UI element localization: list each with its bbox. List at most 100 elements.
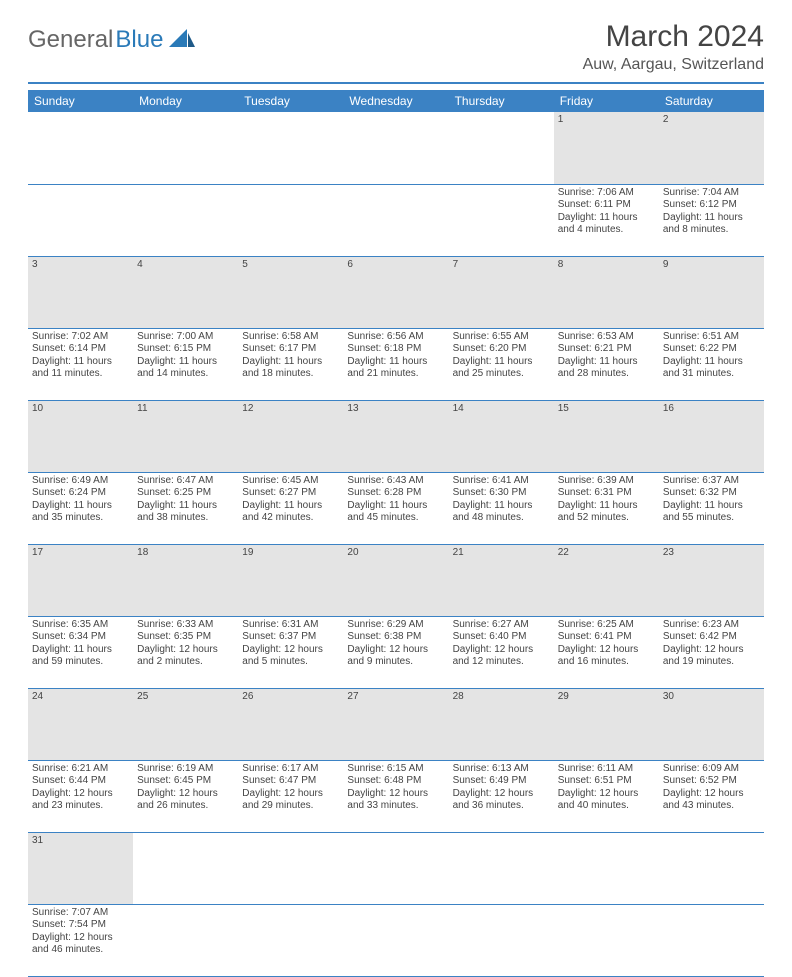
weekday-header: Thursday xyxy=(449,90,554,112)
sunrise-text: Sunrise: 6:27 AM xyxy=(453,619,550,632)
sunset-text: Sunset: 6:41 PM xyxy=(558,631,655,644)
day-number-cell: 23 xyxy=(659,544,764,616)
day-content-cell: Sunrise: 6:37 AMSunset: 6:32 PMDaylight:… xyxy=(659,472,764,544)
day-content-cell: Sunrise: 6:56 AMSunset: 6:18 PMDaylight:… xyxy=(343,328,448,400)
sunrise-text: Sunrise: 6:56 AM xyxy=(347,331,444,344)
day-content-cell: Sunrise: 6:43 AMSunset: 6:28 PMDaylight:… xyxy=(343,472,448,544)
month-title: March 2024 xyxy=(583,20,764,54)
sunset-text: Sunset: 6:51 PM xyxy=(558,775,655,788)
daylight-text: and 42 minutes. xyxy=(242,512,339,525)
day-number-row: 17181920212223 xyxy=(28,544,764,616)
daylight-text: and 28 minutes. xyxy=(558,368,655,381)
day-content-row: Sunrise: 7:07 AMSunset: 7:54 PMDaylight:… xyxy=(28,904,764,976)
daylight-text: Daylight: 12 hours xyxy=(558,788,655,801)
location-text: Auw, Aargau, Switzerland xyxy=(583,56,764,74)
day-number-cell: 7 xyxy=(449,256,554,328)
sunset-text: Sunset: 6:14 PM xyxy=(32,343,129,356)
sunset-text: Sunset: 6:15 PM xyxy=(137,343,234,356)
day-number-cell xyxy=(659,832,764,904)
day-number-cell xyxy=(449,112,554,184)
day-content-row: Sunrise: 6:49 AMSunset: 6:24 PMDaylight:… xyxy=(28,472,764,544)
day-content-cell: Sunrise: 6:15 AMSunset: 6:48 PMDaylight:… xyxy=(343,760,448,832)
sunrise-text: Sunrise: 6:55 AM xyxy=(453,331,550,344)
day-content-cell xyxy=(133,184,238,256)
daylight-text: Daylight: 12 hours xyxy=(32,932,129,945)
sunrise-text: Sunrise: 6:53 AM xyxy=(558,331,655,344)
daylight-text: and 48 minutes. xyxy=(453,512,550,525)
sunrise-text: Sunrise: 6:13 AM xyxy=(453,763,550,776)
day-number-cell xyxy=(238,832,343,904)
weekday-header: Tuesday xyxy=(238,90,343,112)
day-content-cell: Sunrise: 6:35 AMSunset: 6:34 PMDaylight:… xyxy=(28,616,133,688)
day-number-row: 24252627282930 xyxy=(28,688,764,760)
day-number-cell: 9 xyxy=(659,256,764,328)
day-number-row: 10111213141516 xyxy=(28,400,764,472)
day-content-cell: Sunrise: 6:11 AMSunset: 6:51 PMDaylight:… xyxy=(554,760,659,832)
daylight-text: Daylight: 12 hours xyxy=(453,644,550,657)
daylight-text: and 55 minutes. xyxy=(663,512,760,525)
sunrise-text: Sunrise: 6:09 AM xyxy=(663,763,760,776)
sunset-text: Sunset: 6:24 PM xyxy=(32,487,129,500)
day-number-cell: 26 xyxy=(238,688,343,760)
day-number-cell: 8 xyxy=(554,256,659,328)
daylight-text: and 46 minutes. xyxy=(32,944,129,957)
day-content-cell: Sunrise: 7:06 AMSunset: 6:11 PMDaylight:… xyxy=(554,184,659,256)
day-number-cell: 19 xyxy=(238,544,343,616)
day-number-cell: 2 xyxy=(659,112,764,184)
day-content-row: Sunrise: 7:02 AMSunset: 6:14 PMDaylight:… xyxy=(28,328,764,400)
daylight-text: Daylight: 11 hours xyxy=(663,500,760,513)
header: GeneralBlue March 2024 Auw, Aargau, Swit… xyxy=(28,20,764,74)
sunset-text: Sunset: 6:40 PM xyxy=(453,631,550,644)
day-number-cell: 3 xyxy=(28,256,133,328)
day-number-cell: 11 xyxy=(133,400,238,472)
day-number-cell xyxy=(449,832,554,904)
daylight-text: and 45 minutes. xyxy=(347,512,444,525)
daylight-text: Daylight: 12 hours xyxy=(137,644,234,657)
day-number-cell xyxy=(238,112,343,184)
day-number-cell xyxy=(343,832,448,904)
day-number-cell: 27 xyxy=(343,688,448,760)
sunset-text: Sunset: 6:27 PM xyxy=(242,487,339,500)
logo-text-2: Blue xyxy=(115,26,163,54)
day-content-cell: Sunrise: 6:33 AMSunset: 6:35 PMDaylight:… xyxy=(133,616,238,688)
day-content-cell: Sunrise: 6:41 AMSunset: 6:30 PMDaylight:… xyxy=(449,472,554,544)
sunrise-text: Sunrise: 7:00 AM xyxy=(137,331,234,344)
day-content-cell xyxy=(449,904,554,976)
sunset-text: Sunset: 6:49 PM xyxy=(453,775,550,788)
daylight-text: Daylight: 12 hours xyxy=(453,788,550,801)
daylight-text: Daylight: 11 hours xyxy=(32,500,129,513)
sunset-text: Sunset: 6:17 PM xyxy=(242,343,339,356)
daylight-text: and 35 minutes. xyxy=(32,512,129,525)
day-number-cell: 15 xyxy=(554,400,659,472)
daylight-text: and 14 minutes. xyxy=(137,368,234,381)
day-number-cell: 14 xyxy=(449,400,554,472)
day-number-cell xyxy=(28,112,133,184)
sunrise-text: Sunrise: 6:29 AM xyxy=(347,619,444,632)
sunset-text: Sunset: 6:22 PM xyxy=(663,343,760,356)
daylight-text: Daylight: 11 hours xyxy=(32,356,129,369)
sunrise-text: Sunrise: 6:25 AM xyxy=(558,619,655,632)
sunset-text: Sunset: 6:32 PM xyxy=(663,487,760,500)
daylight-text: and 5 minutes. xyxy=(242,656,339,669)
sunrise-text: Sunrise: 7:07 AM xyxy=(32,907,129,920)
sunrise-text: Sunrise: 7:02 AM xyxy=(32,331,129,344)
sunrise-text: Sunrise: 6:37 AM xyxy=(663,475,760,488)
daylight-text: Daylight: 11 hours xyxy=(347,356,444,369)
daylight-text: and 16 minutes. xyxy=(558,656,655,669)
daylight-text: and 8 minutes. xyxy=(663,224,760,237)
day-number-cell: 4 xyxy=(133,256,238,328)
day-number-cell: 13 xyxy=(343,400,448,472)
title-block: March 2024 Auw, Aargau, Switzerland xyxy=(583,20,764,74)
daylight-text: and 19 minutes. xyxy=(663,656,760,669)
daylight-text: Daylight: 11 hours xyxy=(558,212,655,225)
daylight-text: and 40 minutes. xyxy=(558,800,655,813)
day-content-cell: Sunrise: 7:02 AMSunset: 6:14 PMDaylight:… xyxy=(28,328,133,400)
sunset-text: Sunset: 6:11 PM xyxy=(558,199,655,212)
daylight-text: and 18 minutes. xyxy=(242,368,339,381)
daylight-text: and 9 minutes. xyxy=(347,656,444,669)
sunset-text: Sunset: 6:34 PM xyxy=(32,631,129,644)
sunrise-text: Sunrise: 6:19 AM xyxy=(137,763,234,776)
day-content-cell: Sunrise: 6:53 AMSunset: 6:21 PMDaylight:… xyxy=(554,328,659,400)
sunrise-text: Sunrise: 6:58 AM xyxy=(242,331,339,344)
weekday-header-row: Sunday Monday Tuesday Wednesday Thursday… xyxy=(28,90,764,112)
